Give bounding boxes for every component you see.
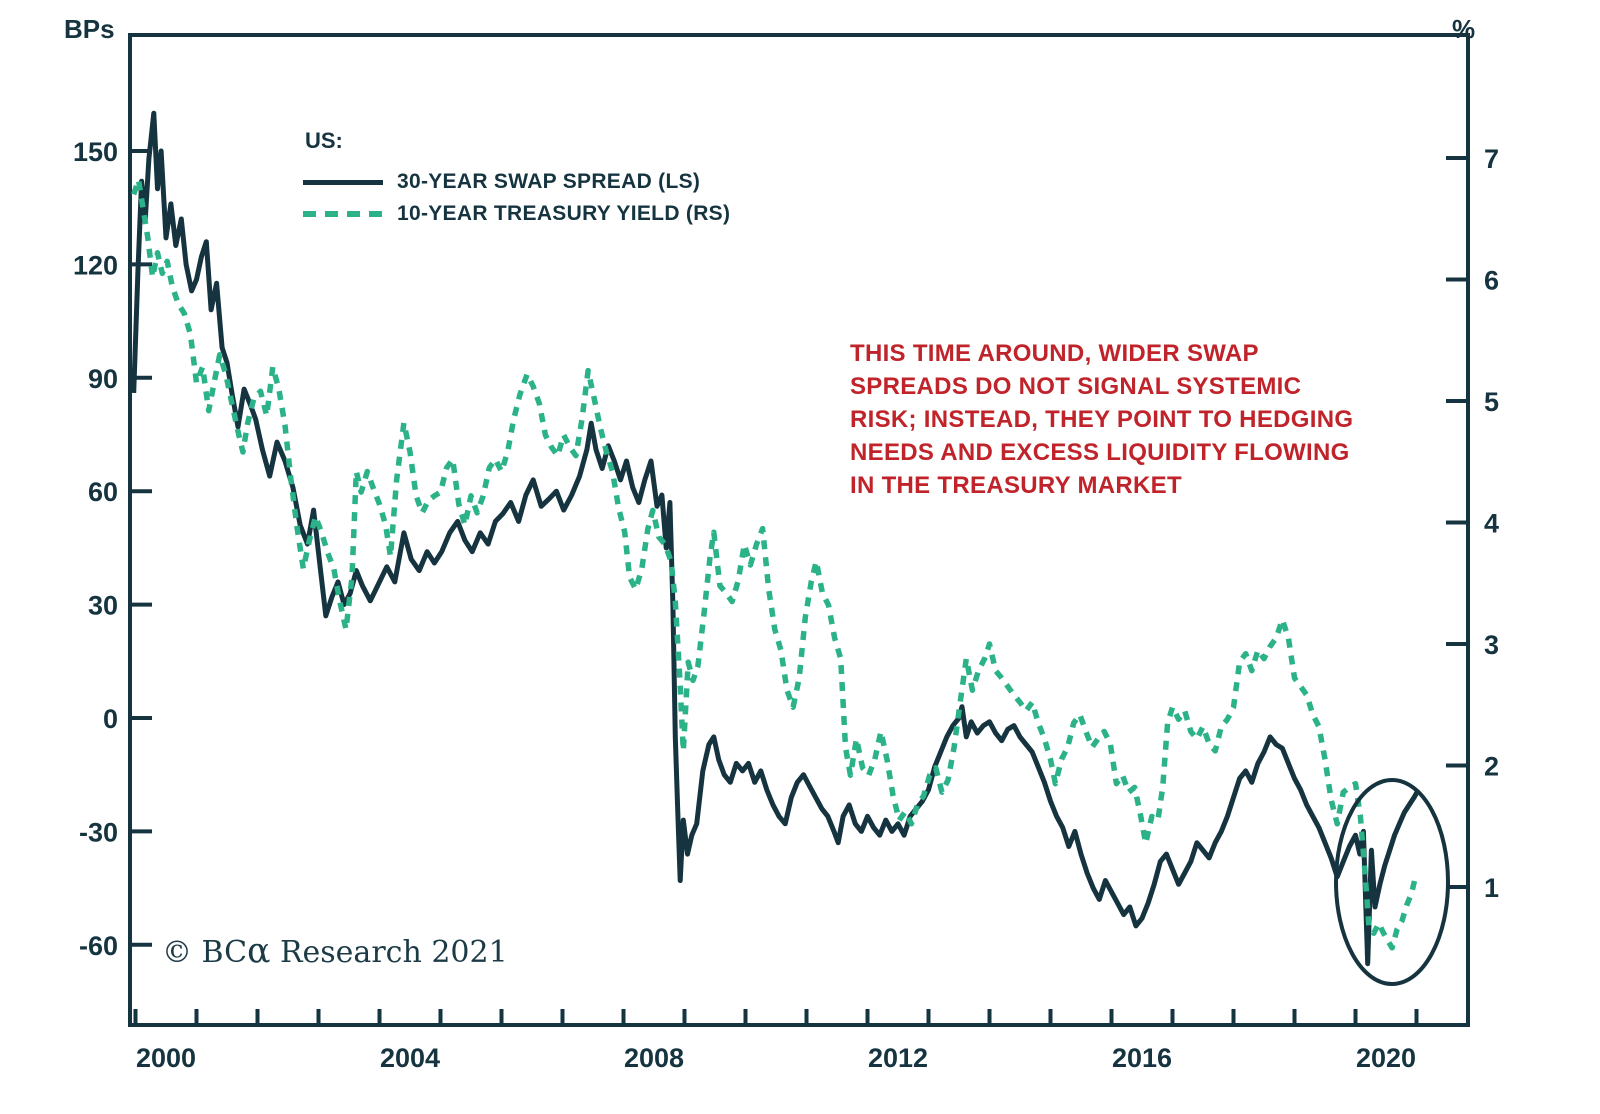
- annotation-text: THIS TIME AROUND, WIDER SWAP SPREADS DO …: [850, 340, 1354, 499]
- left-axis-tick-label: 120: [73, 250, 118, 280]
- copyright-prefix: © BC: [162, 935, 248, 970]
- right-axis-tick-label: 3: [1484, 630, 1499, 660]
- solid-line-swatch: [303, 179, 383, 185]
- highlight-ellipse-2020: [1334, 778, 1450, 986]
- legend-title: US:: [305, 128, 343, 153]
- right-axis-tick-label: 7: [1484, 144, 1499, 174]
- x-axis-year-label: 2020: [1356, 1043, 1416, 1073]
- left-axis-tick-label: 90: [88, 364, 118, 394]
- x-axis-year-label: 2000: [136, 1043, 196, 1073]
- copyright-text: © BCα Research 2021: [162, 934, 508, 970]
- x-axis-year-label: 2004: [380, 1043, 440, 1073]
- right-axis-unit-label: %: [1452, 14, 1476, 44]
- x-axis-year-label: 2008: [624, 1043, 684, 1073]
- series-line-swap-spread: [131, 110, 1421, 967]
- left-axis-tick-label: 60: [88, 477, 118, 507]
- copyright-alpha-glyph: α: [247, 931, 271, 971]
- left-axis-tick-label: 30: [88, 591, 118, 621]
- legend-label-treasury-yield: 10-YEAR TREASURY YIELD (RS): [397, 202, 731, 225]
- right-axis-tick-label: 4: [1484, 509, 1499, 539]
- left-axis-unit-label: BPs: [64, 14, 115, 44]
- right-axis-tick-label: 2: [1484, 752, 1499, 782]
- legend: US: 30-YEAR SWAP SPREAD (LS) 10-YEAR TRE…: [303, 128, 730, 230]
- left-axis-tick-label: 150: [73, 137, 118, 167]
- right-axis-tick-label: 6: [1484, 266, 1499, 296]
- left-axis-tick-label: -60: [79, 931, 118, 961]
- x-axis-year-label: 2016: [1112, 1043, 1172, 1073]
- legend-label-swap-spread: 30-YEAR SWAP SPREAD (LS): [397, 170, 701, 193]
- copyright-suffix: Research 2021: [270, 935, 508, 970]
- legend-item-swap-spread: 30-YEAR SWAP SPREAD (LS): [303, 166, 730, 198]
- plot-frame: [128, 33, 1470, 1027]
- legend-item-treasury-yield: 10-YEAR TREASURY YIELD (RS): [303, 198, 730, 230]
- left-axis-tick-label: 0: [103, 704, 118, 734]
- series-line-treasury-yield: [131, 177, 1418, 951]
- dashed-line-swatch: [303, 211, 383, 217]
- right-axis-tick-label: 5: [1484, 387, 1499, 417]
- left-axis-tick-label: -30: [79, 817, 118, 847]
- x-axis-year-label: 2012: [868, 1043, 928, 1073]
- right-axis-tick-label: 1: [1484, 873, 1499, 903]
